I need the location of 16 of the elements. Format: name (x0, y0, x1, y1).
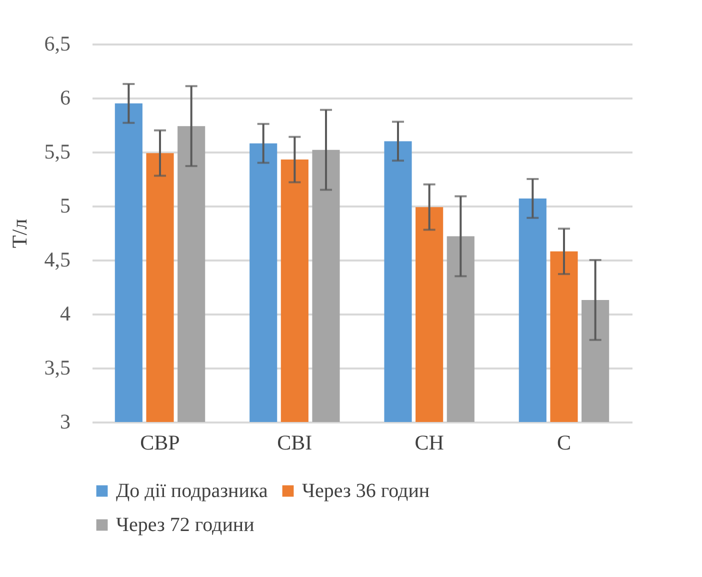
legend-label: Через 72 години (116, 514, 255, 536)
x-tick-label: CBI (277, 430, 312, 454)
y-tick-label: 5,5 (44, 140, 70, 164)
y-tick-label: 4,5 (44, 248, 70, 272)
y-axis-title: Т/л (7, 218, 32, 248)
y-tick-label: 6,5 (44, 32, 70, 56)
x-tick-label: CH (414, 430, 444, 454)
y-tick-label: 4 (60, 302, 71, 326)
y-tick-label: 3,5 (44, 356, 70, 380)
legend-label: Через 36 годин (302, 480, 430, 502)
y-tick-label: 3 (60, 410, 70, 434)
y-tick-label: 5 (60, 194, 70, 218)
y-tick-label: 6 (60, 86, 70, 110)
x-tick-label: CBP (140, 430, 180, 454)
legend-label: До дії подразника (116, 480, 268, 502)
x-tick-label: C (556, 430, 572, 454)
